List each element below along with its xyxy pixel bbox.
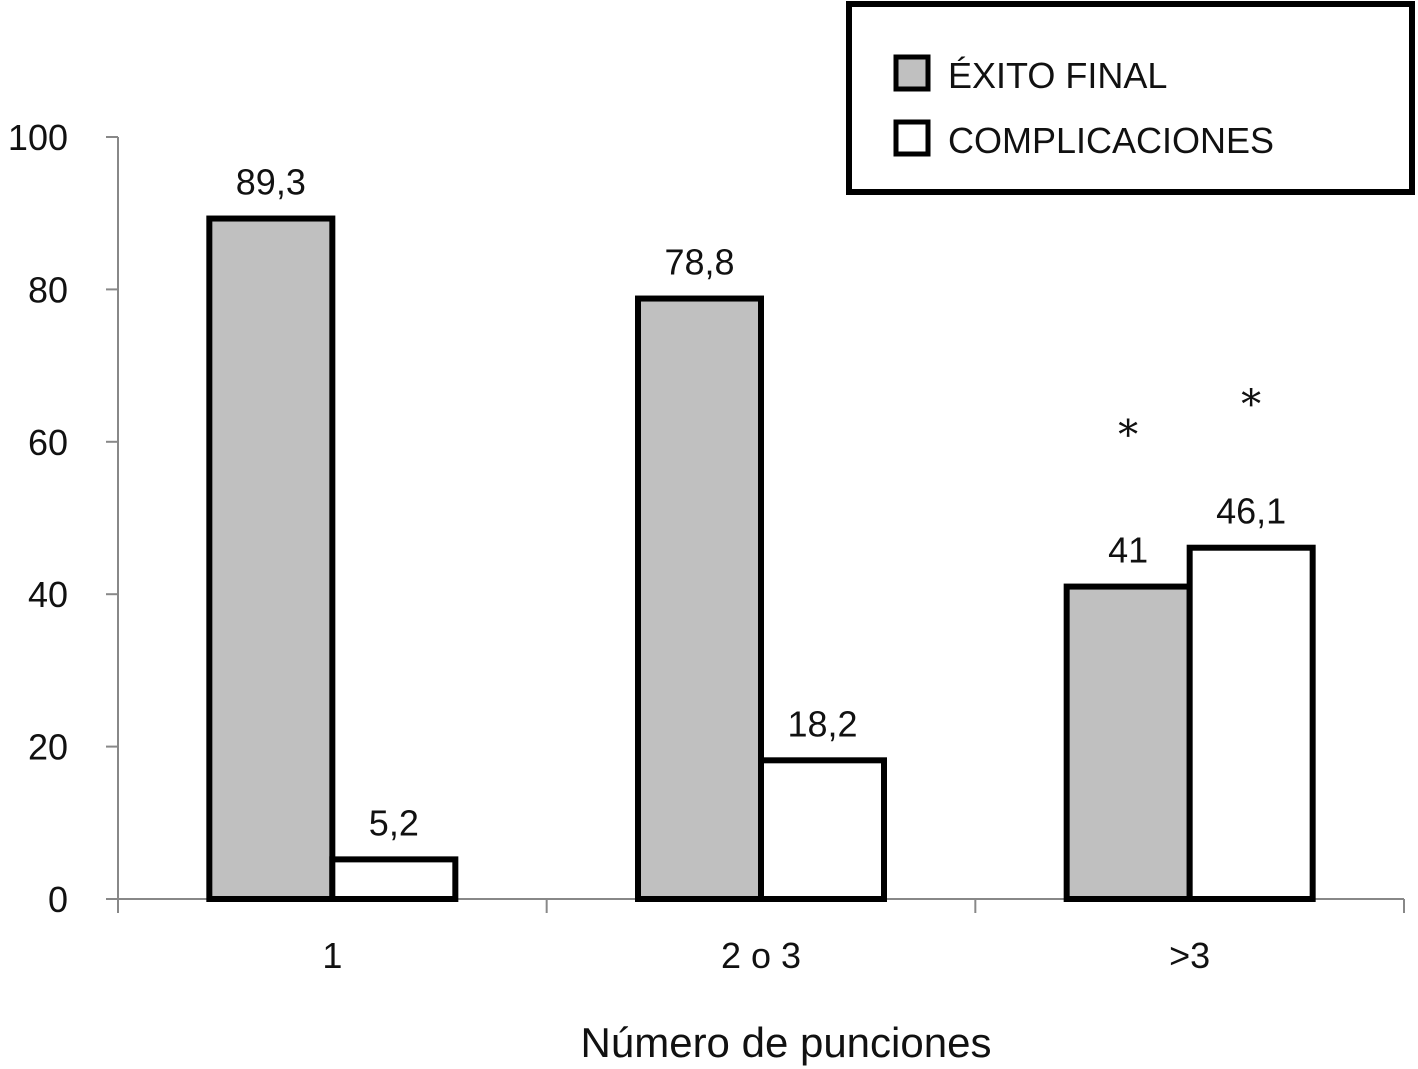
significance-marker: * [1241, 382, 1261, 428]
data-label: 46,1 [1216, 491, 1286, 532]
bar-complicaciones [758, 757, 887, 902]
y-tick-label: 60 [28, 422, 68, 463]
bar-complicaciones [1186, 544, 1316, 903]
y-tick-label: 40 [28, 574, 68, 615]
chart-bars [206, 215, 1316, 903]
x-tick-label: >3 [1169, 935, 1210, 976]
bar-exito-final [206, 215, 336, 902]
y-tick-label: 100 [8, 117, 68, 158]
data-label: 5,2 [369, 802, 419, 843]
legend-label-exito-final: ÉXITO FINAL [948, 55, 1167, 96]
significance-marker: * [1118, 413, 1138, 459]
data-label: 89,3 [236, 162, 306, 203]
chart-labels: 1 89,3 5,2 2 o 3 78,8 18,2 >3 41 46,1 * * [236, 162, 1286, 976]
bar-exito-final [1063, 583, 1193, 903]
x-axis-title: Número de punciones [581, 1019, 992, 1066]
legend-label-complicaciones: COMPLICACIONES [948, 120, 1274, 161]
data-label: 18,2 [787, 703, 857, 744]
x-tick-label: 2 o 3 [721, 935, 801, 976]
legend-swatch-complicaciones [893, 119, 931, 157]
data-label: 41 [1108, 530, 1148, 571]
bar-exito-final [635, 295, 764, 902]
y-tick-label: 0 [48, 879, 68, 920]
legend: ÉXITO FINAL COMPLICACIONES [846, 1, 1415, 195]
legend-swatch-exito-final [893, 54, 931, 92]
y-tick-label: 80 [28, 269, 68, 310]
y-tick-label: 20 [28, 727, 68, 768]
bar-complicaciones [329, 856, 459, 902]
data-label: 78,8 [664, 242, 734, 283]
x-tick-label: 1 [322, 935, 342, 976]
legend-box [846, 1, 1415, 195]
